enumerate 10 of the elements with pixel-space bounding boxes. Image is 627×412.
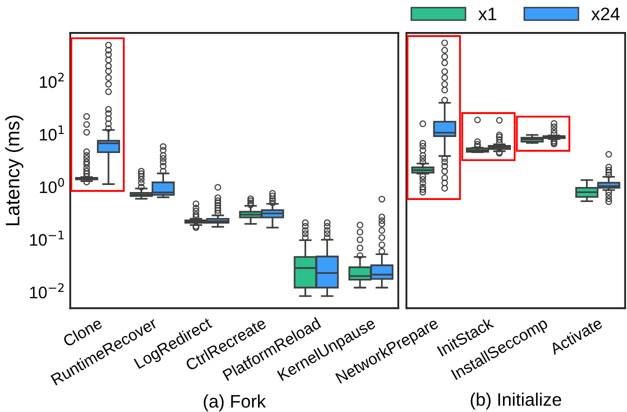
y-tick-label: 10$^{2}$	[40, 72, 64, 88]
x-axis-title: (a) Fork	[204, 394, 266, 412]
y-tick-label: 10$^{−1}$	[30, 230, 64, 246]
legend-label: x24	[591, 8, 620, 20]
y-tick-label: 10$^{−2}$	[30, 283, 64, 298]
legend-label: x1	[478, 8, 496, 20]
y-tick-label: 10$^{0}$	[40, 178, 64, 194]
y-tick-label: 10$^{1}$	[40, 126, 64, 141]
x-axis-title: (b) Initialize	[470, 392, 562, 410]
y-axis-title: Latency (ms)	[5, 116, 24, 226]
